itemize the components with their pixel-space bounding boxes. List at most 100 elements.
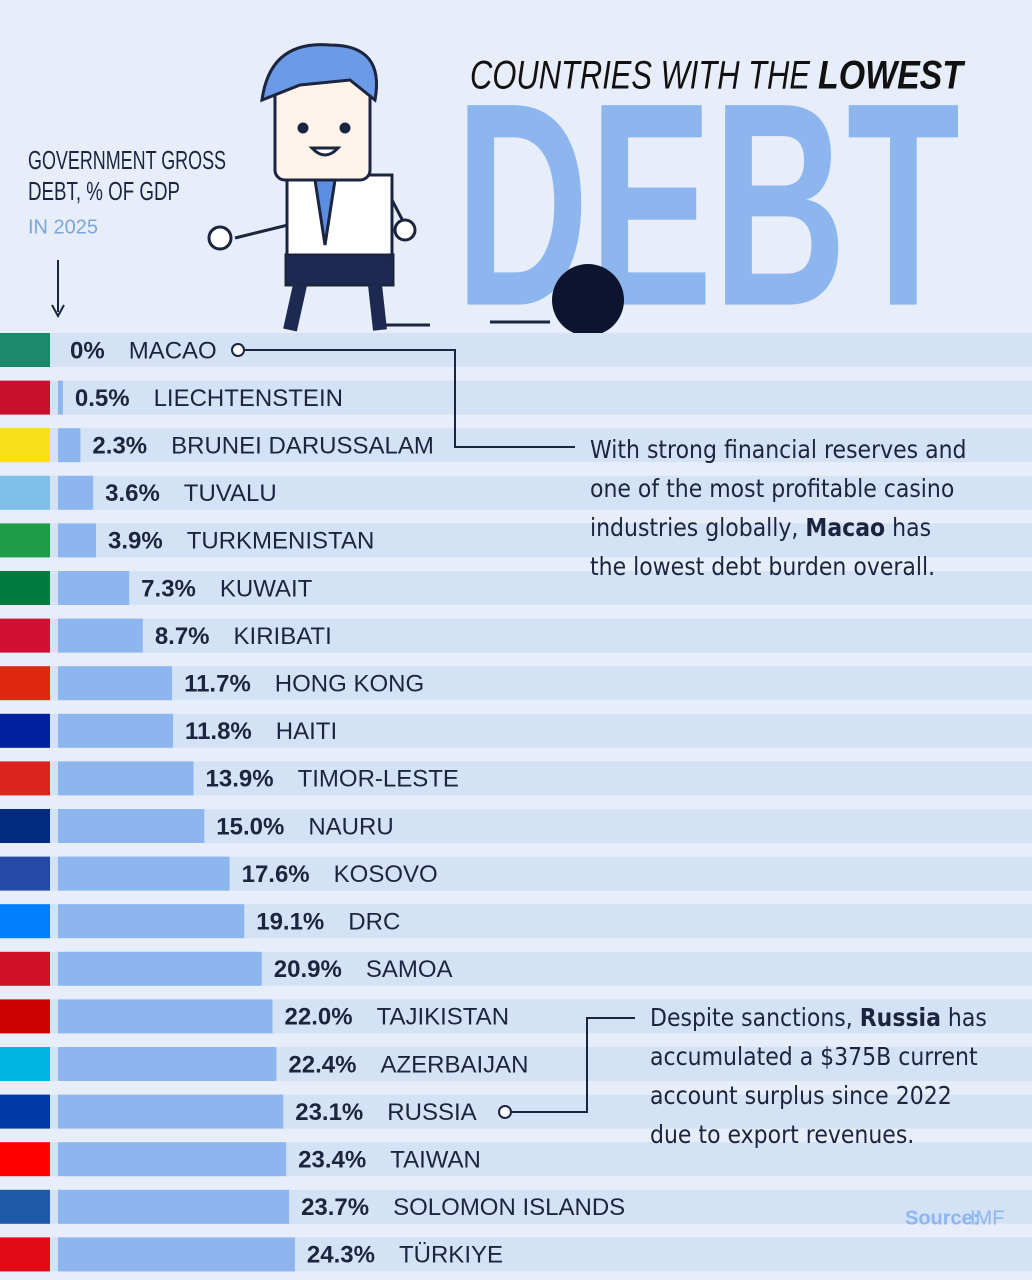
callout-lines	[231, 343, 635, 1119]
value-label: 0.5%	[75, 385, 130, 412]
flag	[0, 713, 50, 748]
flag	[0, 428, 50, 463]
subtitle: DEBT, % OF GDP	[28, 176, 180, 206]
category-label: HAITI	[276, 718, 337, 745]
flag	[0, 999, 50, 1034]
row-band	[0, 333, 1032, 367]
bar	[58, 380, 63, 415]
flag	[0, 856, 50, 891]
bar	[58, 428, 81, 463]
category-label: DRC	[348, 909, 400, 936]
bar	[58, 1189, 290, 1224]
value-label: 17.6%	[242, 861, 310, 888]
annotation: With strong financial reserves and one o…	[590, 430, 968, 586]
category-label: LIECHTENSTEIN	[154, 385, 343, 412]
flag	[0, 761, 50, 796]
row-band	[0, 523, 1032, 558]
subtitle: GOVERNMENT GROSS	[28, 145, 226, 175]
flag	[0, 904, 50, 939]
row-band	[0, 428, 1032, 463]
value-label: 8.7%	[155, 623, 210, 650]
value-label: 22.0%	[285, 1004, 353, 1031]
category-label: MACAO	[129, 337, 217, 364]
flag	[0, 1094, 50, 1129]
value-label: 11.8%	[185, 718, 252, 745]
annotation-text: has the lowest debt burden overall.	[590, 513, 936, 581]
category-label: TURKMENISTAN	[187, 528, 375, 555]
value-label: 0%	[70, 337, 105, 364]
bar	[58, 666, 173, 701]
annotation-text: has accumulated a $375B current account …	[650, 1003, 987, 1149]
category-label: BRUNEI DARUSSALAM	[171, 433, 434, 460]
row-band	[0, 380, 1032, 415]
annotation-emphasis: Russia	[859, 1003, 941, 1032]
annotation: Despite sanctions, Russia has accumulate…	[650, 998, 989, 1154]
category-label: TAJIKISTAN	[377, 1004, 509, 1031]
source: IMF	[970, 1207, 1004, 1229]
bar	[58, 1142, 287, 1177]
category-label: AZERBAIJAN	[380, 1051, 528, 1078]
flag	[0, 666, 50, 701]
category-label: KIRIBATI	[234, 623, 332, 650]
source-label: Source:	[905, 1207, 979, 1229]
category-label: HONG KONG	[275, 671, 424, 698]
category-label: TAIWAN	[390, 1147, 481, 1174]
value-label: 19.1%	[256, 909, 324, 936]
row-band	[0, 475, 1032, 510]
bar	[58, 475, 94, 510]
annotation-text: Despite sanctions,	[650, 1003, 860, 1032]
category-label: NAURU	[308, 813, 393, 840]
flag	[0, 475, 50, 510]
value-label: 3.6%	[105, 480, 160, 507]
bar	[58, 1237, 295, 1272]
value-label: 23.4%	[298, 1147, 366, 1174]
value-label: 13.9%	[206, 766, 274, 793]
annotation-text: With strong financial reserves and one o…	[590, 435, 967, 542]
value-label: 20.9%	[274, 956, 342, 983]
flag	[0, 1189, 50, 1224]
year-note: IN 2025	[28, 216, 98, 238]
title-emphasis: LOWEST	[818, 54, 966, 98]
category-label: RUSSIA	[387, 1099, 476, 1126]
flag	[0, 809, 50, 843]
flag	[0, 618, 50, 653]
bar	[58, 571, 130, 605]
big-title: DEBT	[455, 43, 960, 367]
category-label: SOLOMON ISLANDS	[393, 1194, 625, 1221]
arrow-head	[51, 304, 65, 319]
row-band	[0, 571, 1032, 605]
value-label: 24.3%	[307, 1242, 375, 1269]
value-label: 3.9%	[108, 528, 163, 555]
illustration	[207, 43, 550, 332]
category-label: KUWAIT	[220, 575, 313, 602]
bar	[58, 951, 262, 986]
flag	[0, 1142, 50, 1177]
bar	[58, 713, 174, 748]
bar	[58, 1094, 284, 1129]
flag	[0, 571, 50, 605]
value-label: 23.7%	[301, 1194, 369, 1221]
value-label: 22.4%	[288, 1051, 356, 1078]
flag	[0, 1047, 50, 1081]
value-label: 23.1%	[295, 1099, 363, 1126]
bar	[58, 809, 205, 843]
flag	[0, 523, 50, 558]
bar	[58, 761, 194, 796]
title-lead: COUNTRIES WITH THE	[470, 54, 811, 98]
category-label: TUVALU	[184, 480, 277, 507]
value-label: 11.7%	[184, 671, 251, 698]
bar	[58, 1047, 277, 1081]
value-label: 7.3%	[141, 575, 196, 602]
category-label: TÜRKIYE	[399, 1242, 503, 1269]
flag	[0, 380, 50, 415]
flag	[0, 951, 50, 986]
category-label: KOSOVO	[334, 861, 438, 888]
category-label: TIMOR-LESTE	[298, 766, 459, 793]
value-label: 2.3%	[92, 433, 147, 460]
annotation-emphasis: Macao	[805, 513, 886, 542]
flag	[0, 333, 50, 367]
bar	[58, 523, 97, 558]
bar	[58, 904, 245, 939]
